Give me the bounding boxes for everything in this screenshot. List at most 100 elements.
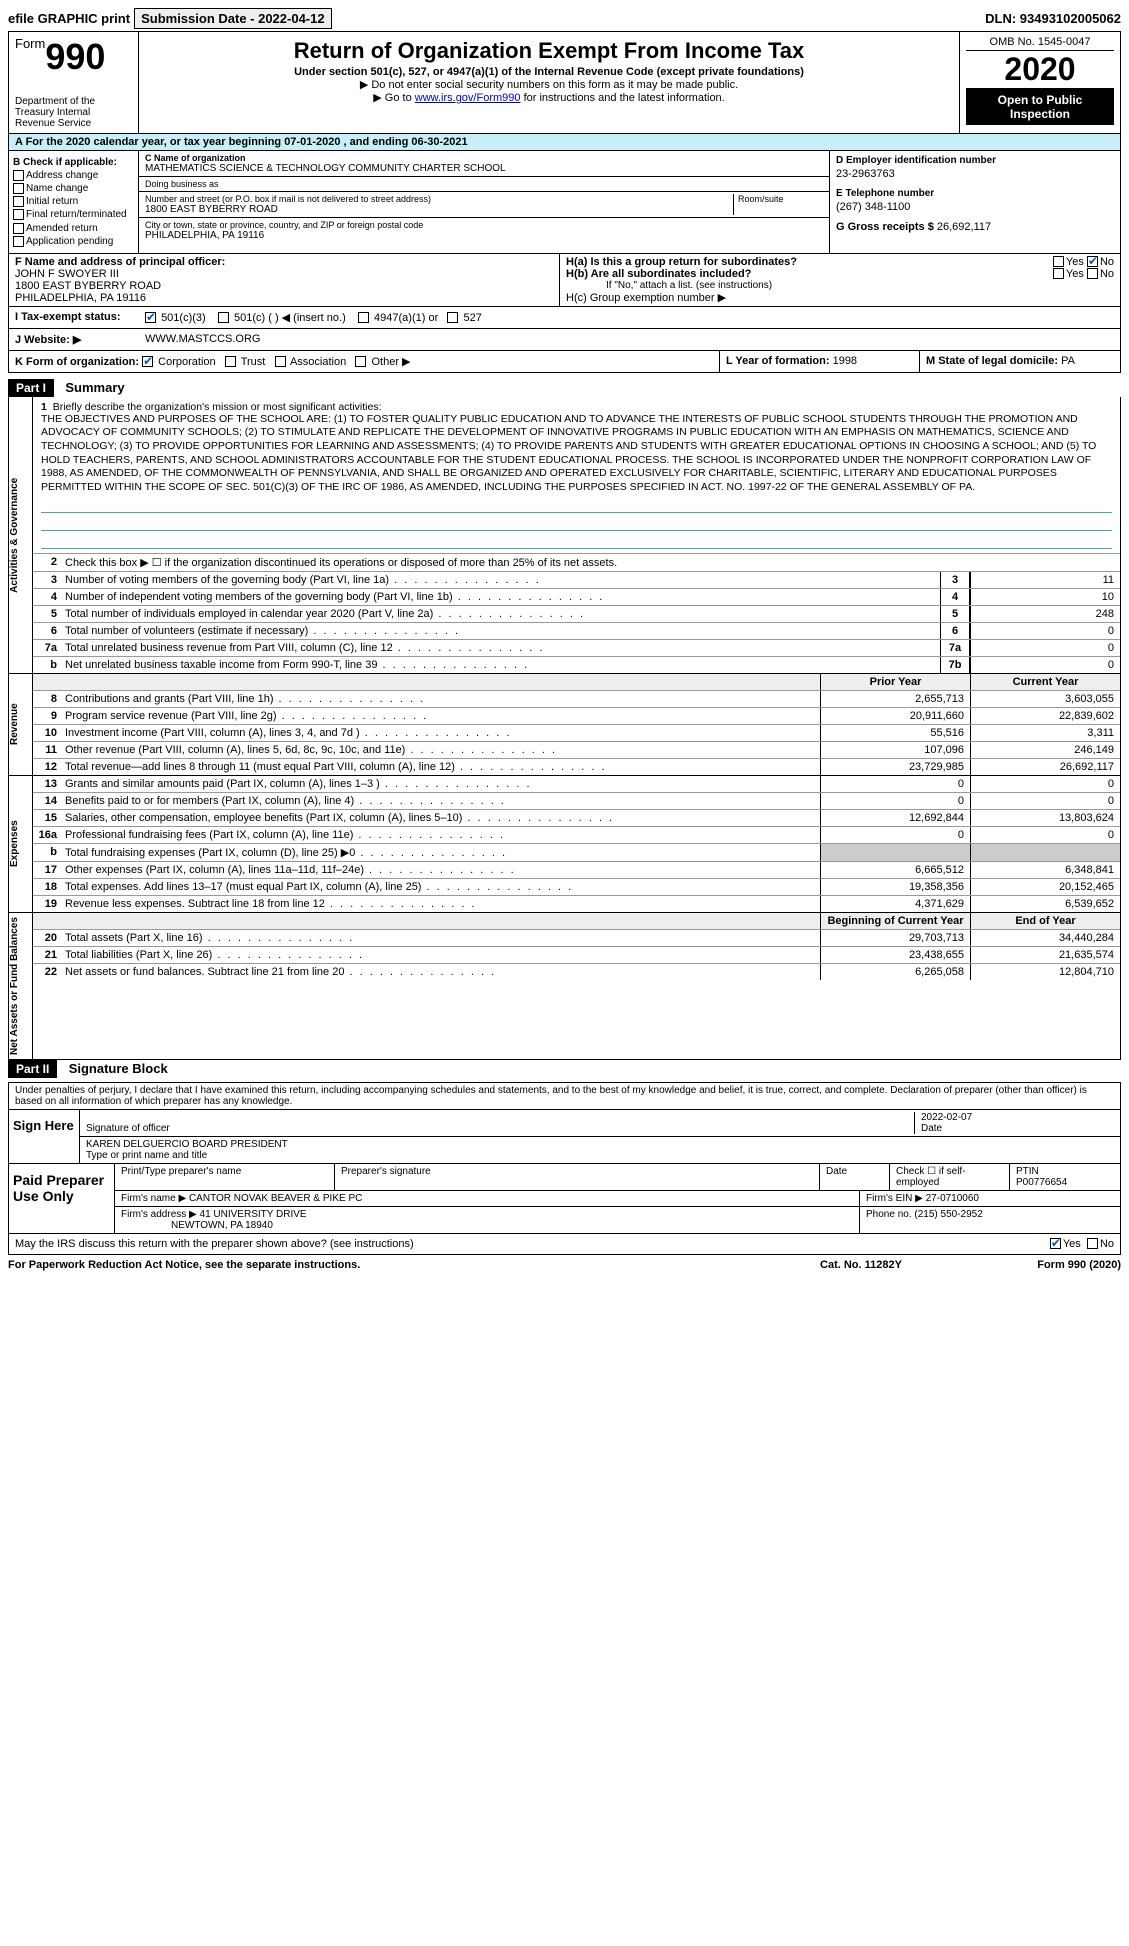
mission-text: THE OBJECTIVES AND PURPOSES OF THE SCHOO… [41,413,1096,493]
section-f: F Name and address of principal officer:… [9,254,560,306]
efile-label: efile GRAPHIC print [8,11,130,26]
tax-status-row: I Tax-exempt status: 501(c)(3) 501(c) ( … [8,307,1121,329]
title-cell: Return of Organization Exempt From Incom… [139,32,960,133]
m-cell: M State of legal domicile: PA [920,351,1120,372]
chk-other[interactable] [355,356,366,367]
website-label: J Website: ▶ [15,333,145,346]
table-row: 9Program service revenue (Part VIII, lin… [33,708,1120,725]
curr-year-hdr: Current Year [970,674,1120,690]
chk-527[interactable] [447,312,458,323]
table-row: 12Total revenue—add lines 8 through 11 (… [33,759,1120,775]
sig-date: 2022-02-07 [921,1112,972,1123]
section-c: C Name of organization MATHEMATICS SCIEN… [139,151,830,253]
chk-corp[interactable] [142,356,153,367]
dba-label: Doing business as [145,179,823,189]
part1-netassets: Net Assets or Fund Balances Beginning of… [8,913,1121,1060]
org-name: MATHEMATICS SCIENCE & TECHNOLOGY COMMUNI… [145,163,823,174]
tax-status-label: I Tax-exempt status: [15,311,145,324]
tax-year: 2020 [966,51,1114,89]
org-name-label: C Name of organization [145,153,823,163]
side-revenue: Revenue [9,674,33,775]
addr-value: 1800 EAST BYBERRY ROAD [145,204,733,215]
declaration-text: Under penalties of perjury, I declare th… [9,1083,1120,1109]
chk-name[interactable]: Name change [13,183,134,194]
table-row: 14Benefits paid to or for members (Part … [33,793,1120,810]
table-row: 18Total expenses. Add lines 13–17 (must … [33,879,1120,896]
website-value: WWW.MASTCCS.ORG [145,333,1114,346]
part1-header-row: Part I Summary [8,379,1121,397]
form-label: Form [15,36,45,51]
chk-501c[interactable] [218,312,229,323]
discuss-yes[interactable] [1050,1238,1061,1249]
table-row: 19Revenue less expenses. Subtract line 1… [33,896,1120,912]
sign-here-label: Sign Here [9,1110,79,1163]
part2-header-row: Part II Signature Block [8,1060,1121,1078]
dept-label: Department of the Treasury Internal Reve… [15,96,132,129]
form-number: 990 [45,36,105,77]
note-link: ▶ Go to www.irs.gov/Form990 for instruct… [145,91,953,104]
table-row: 11Other revenue (Part VIII, column (A), … [33,742,1120,759]
firm-name: CANTOR NOVAK BEAVER & PIKE PC [189,1193,362,1204]
hb-row: H(b) Are all subordinates included? Yes … [566,268,1114,280]
city-label: City or town, state or province, country… [145,220,823,230]
firm-addr1: 41 UNIVERSITY DRIVE [200,1209,307,1220]
chk-4947[interactable] [358,312,369,323]
table-row: 20Total assets (Part X, line 16)29,703,7… [33,930,1120,947]
form-header: Form990 Department of the Treasury Inter… [8,31,1121,134]
chk-final[interactable]: Final return/terminated [13,209,134,220]
phone-label: Phone no. [866,1209,912,1220]
form-title: Return of Organization Exempt From Incom… [145,38,953,64]
chk-address[interactable]: Address change [13,170,134,181]
firm-name-label: Firm's name ▶ [121,1193,186,1204]
form-ref: Form 990 (2020) [961,1259,1121,1271]
table-row: 22Net assets or fund balances. Subtract … [33,964,1120,980]
side-governance: Activities & Governance [9,397,33,673]
dln-label: DLN: 93493102005062 [985,11,1121,26]
page-footer: For Paperwork Reduction Act Notice, see … [8,1255,1121,1275]
chk-pending[interactable]: Application pending [13,236,134,247]
part1-title: Summary [57,380,124,395]
open-inspection: Open to Public Inspection [966,89,1114,125]
table-row: bTotal fundraising expenses (Part IX, co… [33,844,1120,862]
begin-year-hdr: Beginning of Current Year [820,913,970,929]
form-subtitle: Under section 501(c), 527, or 4947(a)(1)… [145,66,953,78]
section-d: D Employer identification number 23-2963… [830,151,1120,253]
chk-initial[interactable]: Initial return [13,196,134,207]
part1-governance: Activities & Governance 1 Briefly descri… [8,397,1121,674]
chk-trust[interactable] [225,356,236,367]
name-title-label: Type or print name and title [86,1150,207,1161]
top-bar: efile GRAPHIC print Submission Date - 20… [8,8,1121,29]
cat-no: Cat. No. 11282Y [761,1259,961,1271]
part1-expenses: Expenses 13Grants and similar amounts pa… [8,776,1121,913]
prep-date-label: Date [820,1164,890,1190]
hc-row: H(c) Group exemption number ▶ [566,291,1114,304]
ptin-label: PTIN [1016,1166,1039,1177]
discuss-no[interactable] [1087,1238,1098,1249]
table-row: 15Salaries, other compensation, employee… [33,810,1120,827]
section-h: H(a) Is this a group return for subordin… [560,254,1120,306]
part1-revenue: Revenue Prior YearCurrent Year 8Contribu… [8,674,1121,776]
table-row: 13Grants and similar amounts paid (Part … [33,776,1120,793]
prior-year-hdr: Prior Year [820,674,970,690]
side-expenses: Expenses [9,776,33,912]
table-row: 3Number of voting members of the governi… [33,572,1120,589]
ha-row: H(a) Is this a group return for subordin… [566,256,1114,268]
firm-addr2: NEWTOWN, PA 18940 [171,1220,273,1231]
firm-ein: 27-0710060 [926,1193,979,1204]
table-row: 8Contributions and grants (Part VIII, li… [33,691,1120,708]
gross-receipts: G Gross receipts $ 26,692,117 [836,221,1114,233]
k-row: K Form of organization: Corporation Trus… [8,351,1121,373]
irs-link[interactable]: www.irs.gov/Form990 [415,92,521,104]
discuss-row: May the IRS discuss this return with the… [9,1233,1120,1254]
ein-value: 23-2963763 [836,168,1114,180]
firm-ein-label: Firm's EIN ▶ [866,1193,923,1204]
year-cell: OMB No. 1545-0047 2020 Open to Public In… [960,32,1120,133]
paid-preparer-label: Paid Preparer Use Only [9,1164,114,1233]
chk-amended[interactable]: Amended return [13,223,134,234]
part2-badge: Part II [8,1060,57,1078]
chk-assoc[interactable] [275,356,286,367]
submission-date-button[interactable]: Submission Date - 2022-04-12 [134,8,332,29]
table-row: 16aProfessional fundraising fees (Part I… [33,827,1120,844]
section-b-heading: B Check if applicable: [13,157,134,168]
chk-501c3[interactable] [145,312,156,323]
